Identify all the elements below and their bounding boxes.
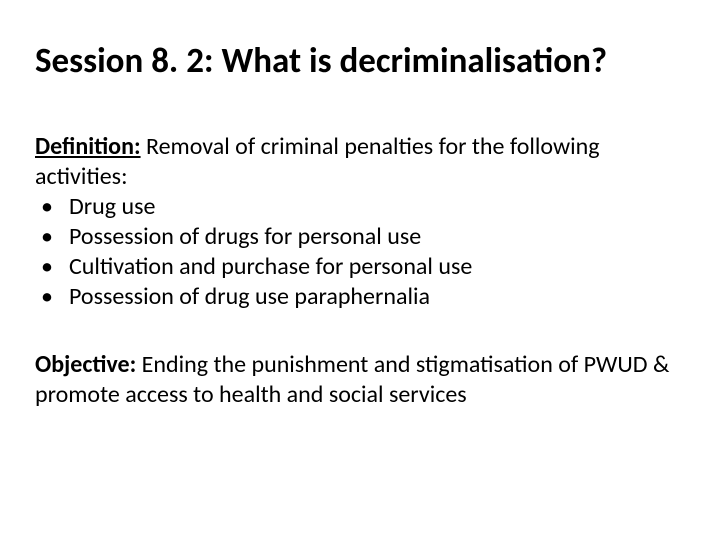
slide-title: Session 8. 2: What is decriminalisation? [35, 40, 685, 82]
list-item: Possession of drugs for personal use [35, 222, 685, 252]
definition-block: Definition: Removal of criminal penaltie… [35, 132, 685, 312]
objective-label: Objective: [35, 350, 136, 379]
definition-bullets: Drug use Possession of drugs for persona… [35, 192, 685, 312]
list-item: Cultivation and purchase for personal us… [35, 252, 685, 282]
list-item: Possession of drug use paraphernalia [35, 282, 685, 312]
list-item: Drug use [35, 192, 685, 222]
objective-block: Objective: Ending the punishment and sti… [35, 350, 685, 410]
definition-label: Definition: [35, 132, 141, 161]
